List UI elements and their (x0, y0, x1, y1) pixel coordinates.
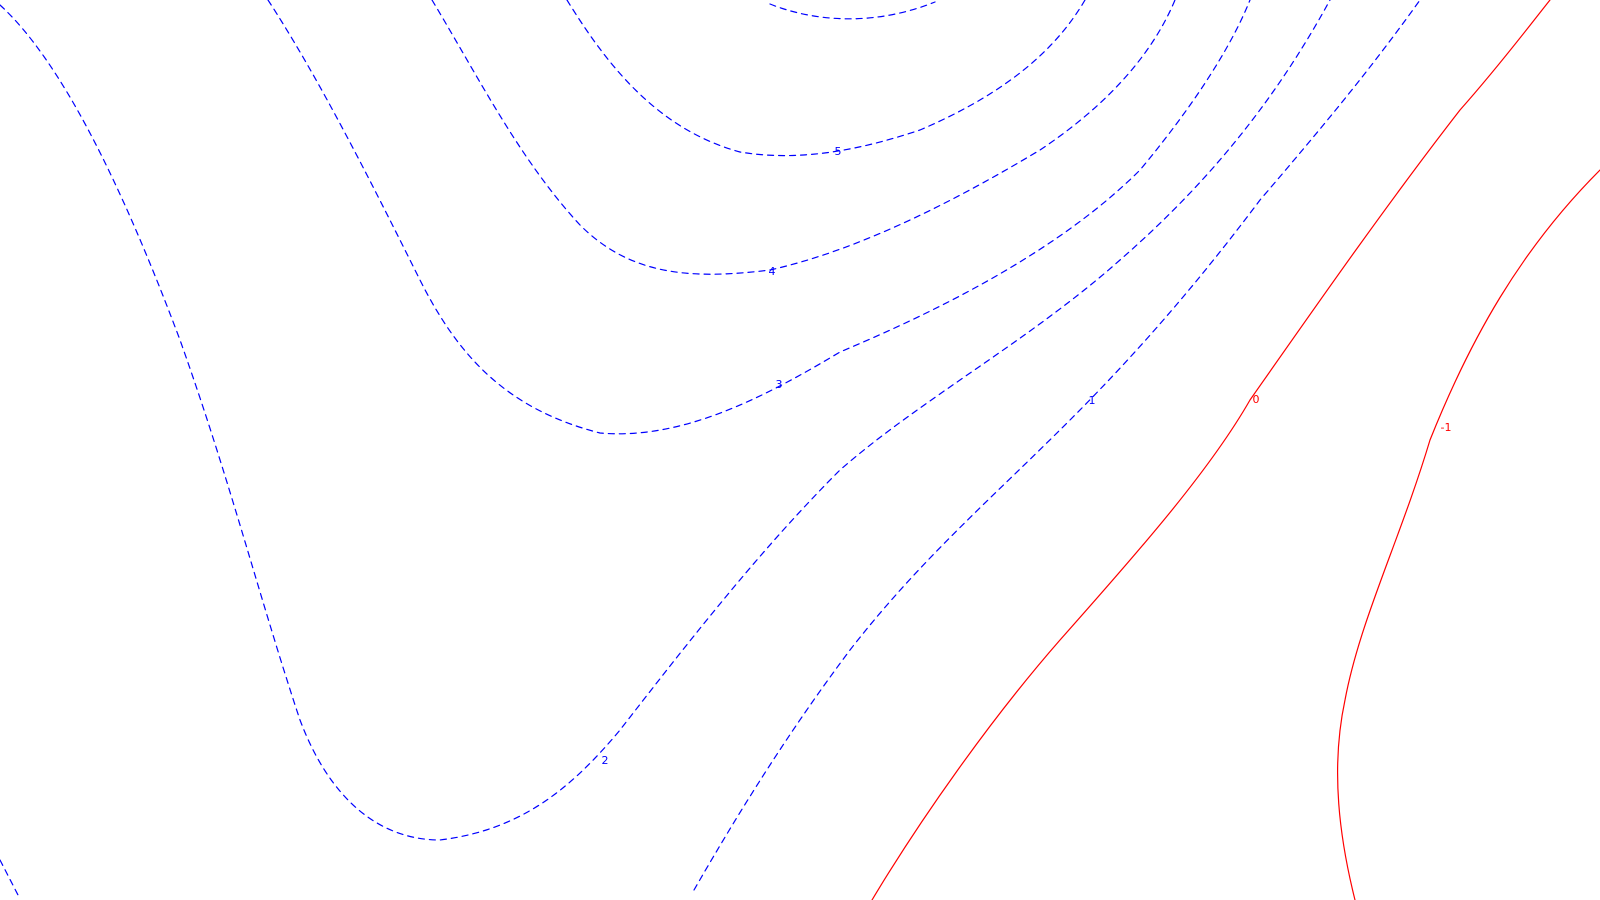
contour-label-2: 2 (602, 754, 609, 767)
contour-label-5: 5 (835, 145, 842, 158)
contour-line-6 (769, 1, 936, 20)
contour-label-4: 4 (769, 265, 776, 278)
contour-line-1 (693, 0, 1421, 891)
contour-label-neg1: -1 (1441, 421, 1452, 434)
contour-label-3: 3 (776, 378, 783, 391)
contour-line-0 (871, 0, 1551, 900)
contour-line-5 (566, 0, 1086, 157)
contour-line-3 (267, 0, 1251, 435)
contour-line-2 (0, 0, 1331, 841)
contour-label-0: 0 (1253, 393, 1260, 406)
contour-line-neg1 (1336, 169, 1600, 900)
contour-label-1: 1 (1089, 394, 1096, 407)
contour-line-4 (431, 0, 1176, 275)
contour-line-1-segment (0, 859, 19, 896)
